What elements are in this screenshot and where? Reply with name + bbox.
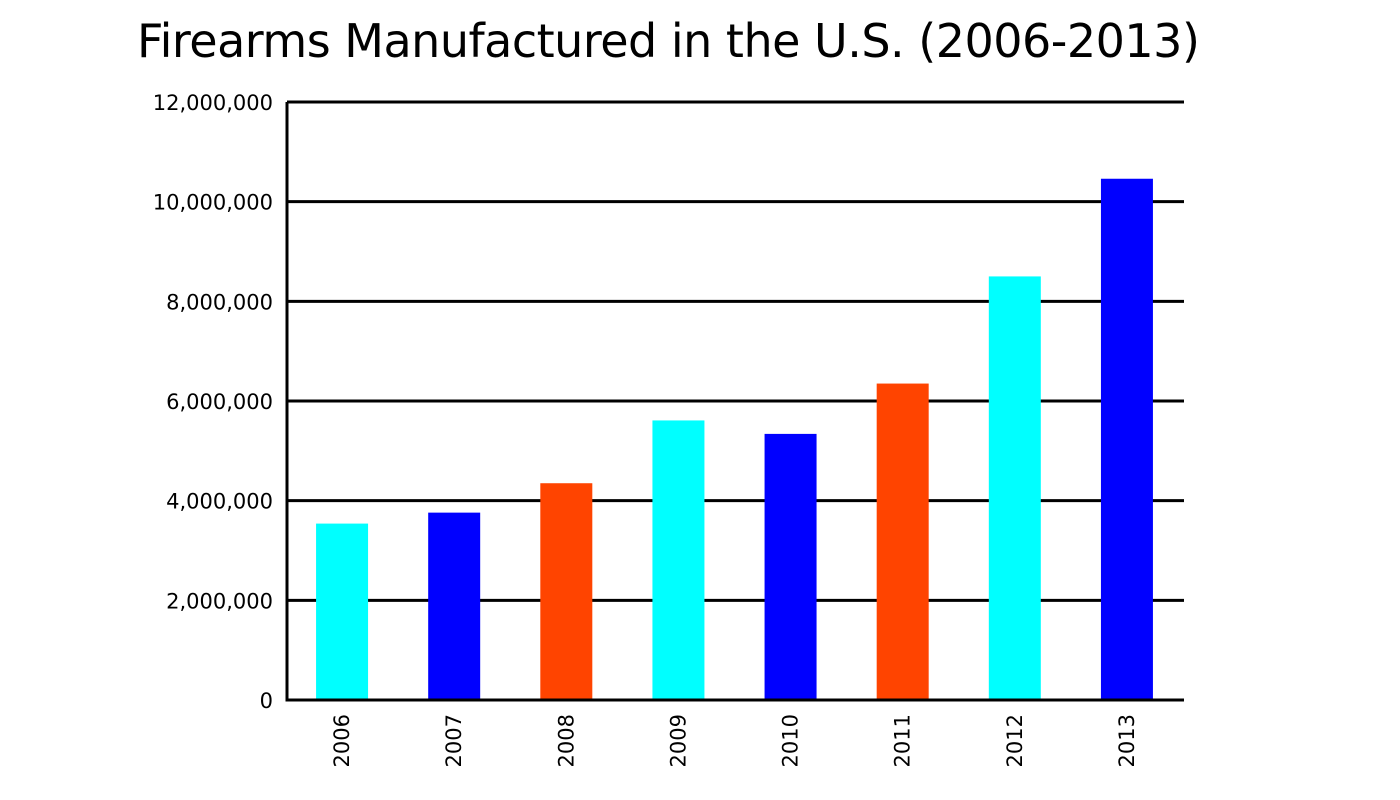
bar-2013: [1100, 178, 1153, 700]
x-tick-labels: 2006 2007 2008 2009 2010 2011 2012 2013: [330, 714, 1139, 767]
y-tick-label: 8,000,000: [166, 290, 273, 314]
bar-2006: [316, 523, 369, 700]
y-tick-labels: 0 2,000,000 4,000,000 6,000,000 8,000,000 10,…: [153, 91, 273, 713]
y-tick-label: 2,000,000: [166, 589, 273, 613]
gridlines: [287, 100, 1184, 602]
x-tick-label: 2008: [554, 714, 578, 767]
bar-2008: [540, 483, 593, 700]
axes: [285, 102, 1184, 702]
x-tick-label: 2006: [330, 714, 354, 767]
x-tick-label: 2013: [1115, 714, 1139, 767]
x-tick-label: 2007: [442, 714, 466, 767]
x-tick-label: 2011: [891, 714, 915, 767]
bar-2007: [428, 512, 481, 700]
bar-2012: [988, 276, 1041, 700]
chart-title: Firearms Manufactured in the U.S. (2006-…: [137, 14, 1200, 68]
y-tick-label: 4,000,000: [166, 490, 273, 514]
bar-2010: [764, 433, 817, 700]
y-tick-label: 12,000,000: [153, 91, 273, 115]
x-tick-label: 2009: [666, 714, 690, 767]
y-tick-label: 0: [260, 689, 273, 713]
y-tick-label: 10,000,000: [153, 191, 273, 215]
bars: [316, 178, 1153, 700]
x-tick-label: 2012: [1003, 714, 1027, 767]
x-tick-label: 2010: [779, 714, 803, 767]
bar-2009: [652, 420, 705, 700]
bar-2011: [876, 383, 929, 700]
y-tick-label: 6,000,000: [166, 390, 273, 414]
